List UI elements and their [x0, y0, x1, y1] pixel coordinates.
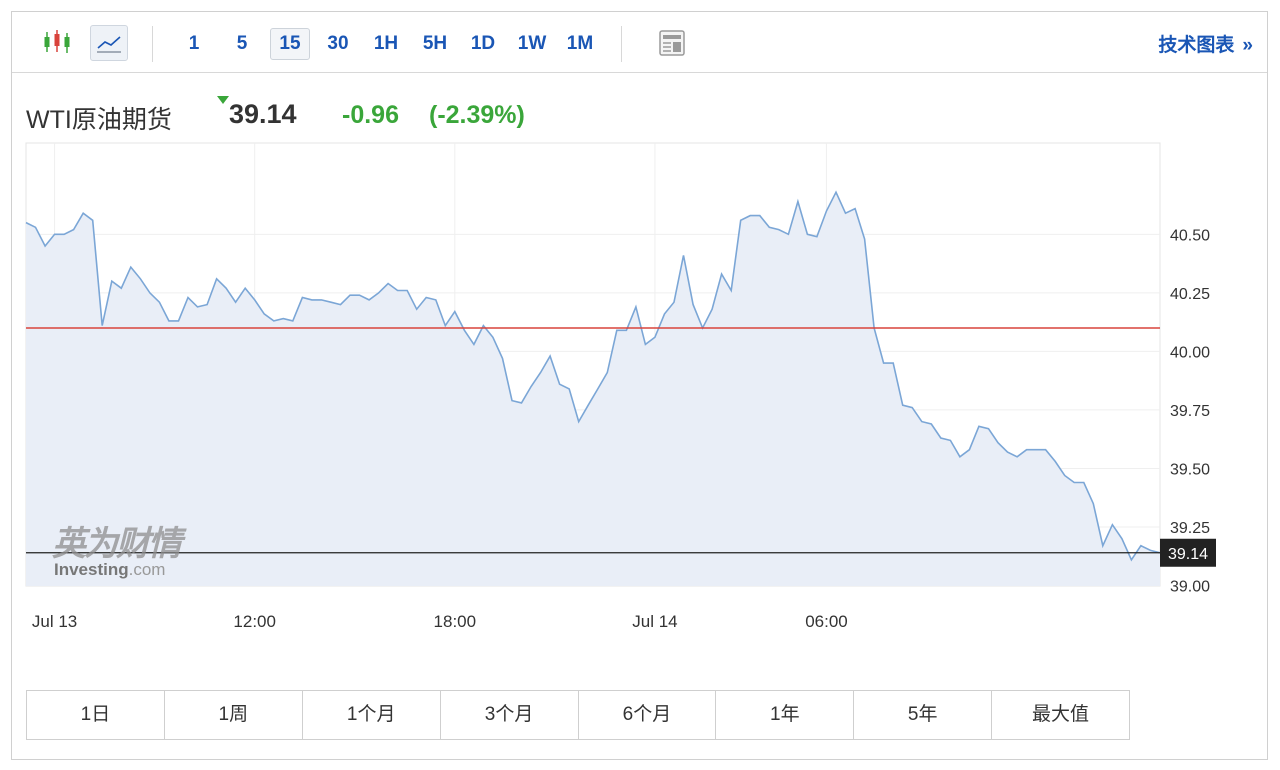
y-tick-label: 40.25: [1170, 286, 1210, 303]
tf-1m[interactable]: 1M: [566, 33, 594, 54]
y-tick-label: 39.75: [1170, 403, 1210, 420]
range-1d[interactable]: 1日: [27, 691, 165, 739]
range-selector: 1日 1周 1个月 3个月 6个月 1年 5年 最大值: [26, 690, 1130, 740]
x-tick-label: 18:00: [434, 612, 477, 631]
current-price-label: 39.14: [1160, 538, 1216, 567]
y-tick-label: 39.00: [1170, 579, 1210, 596]
candlestick-icon[interactable]: [42, 29, 72, 55]
line-chart-icon: [97, 36, 121, 53]
x-tick-label: 12:00: [233, 612, 276, 631]
price-change-percent: (-2.39%): [429, 101, 525, 129]
investing-watermark: 英为财情 Investing.com: [52, 516, 182, 579]
current-price-text: 39.14: [1168, 546, 1208, 563]
y-tick-label: 40.50: [1170, 227, 1210, 244]
current-price-box: [1160, 538, 1216, 567]
news-icon[interactable]: [658, 29, 686, 57]
range-3m[interactable]: 3个月: [441, 691, 579, 739]
range-5y[interactable]: 5年: [854, 691, 993, 739]
tech-chart-label: 技术图表: [1158, 35, 1235, 56]
price-chart[interactable]: 39.00 39.25 39.50 39.75 40.00 40.25 40.50 Jul …: [0, 0, 1280, 680]
range-max[interactable]: 最大值: [1032, 704, 1090, 725]
tf-1[interactable]: 1: [188, 33, 200, 54]
tf-5h[interactable]: 5H: [422, 33, 448, 54]
y-axis-labels: 39.00 39.25 39.50 39.75 40.00 40.25 40.50: [1170, 227, 1210, 595]
watermark-cn: 英为财情: [52, 525, 182, 563]
tf-5[interactable]: 5: [236, 33, 248, 54]
price-change: -0.96: [342, 101, 399, 129]
range-1y[interactable]: 1年: [716, 691, 855, 739]
tf-15[interactable]: 15: [270, 28, 310, 60]
x-axis-labels: Jul 13 12:00 18:00 Jul 14 06:00: [32, 612, 848, 631]
price-area-fill: [26, 192, 1160, 586]
range-1w[interactable]: 1周: [165, 691, 303, 739]
watermark-en-name: Investing: [54, 560, 129, 579]
x-tick-label: 06:00: [805, 612, 848, 631]
y-tick-label: 40.00: [1170, 344, 1210, 361]
line-chart-button[interactable]: [90, 25, 128, 61]
tf-1d[interactable]: 1D: [470, 33, 496, 54]
instrument-name: WTI原油期货: [26, 106, 172, 134]
double-chevron-right-icon: »: [1242, 35, 1253, 56]
toolbar-divider: [152, 26, 153, 62]
chart-toolbar: 1 5 15 30 1H 5H 1D 1W 1M 技术图表 »: [12, 12, 1267, 73]
y-tick-label: 39.25: [1170, 520, 1210, 537]
last-price: 39.14: [229, 99, 297, 129]
tf-30[interactable]: 30: [327, 33, 349, 54]
tf-1h[interactable]: 1H: [373, 33, 399, 54]
range-1m[interactable]: 1个月: [303, 691, 441, 739]
y-tick-label: 39.50: [1170, 461, 1210, 478]
range-6m[interactable]: 6个月: [579, 691, 717, 739]
x-tick-label: Jul 14: [632, 612, 677, 631]
tf-1w[interactable]: 1W: [517, 33, 547, 54]
down-triangle-icon: [217, 96, 229, 104]
watermark-en: Investing.com: [54, 560, 165, 580]
price-line: [25, 190, 1161, 562]
x-tick-label: Jul 13: [32, 612, 77, 631]
tech-chart-link[interactable]: 技术图表 »: [1158, 30, 1253, 57]
watermark-en-suffix: .com: [128, 560, 166, 579]
toolbar-divider: [621, 26, 622, 62]
